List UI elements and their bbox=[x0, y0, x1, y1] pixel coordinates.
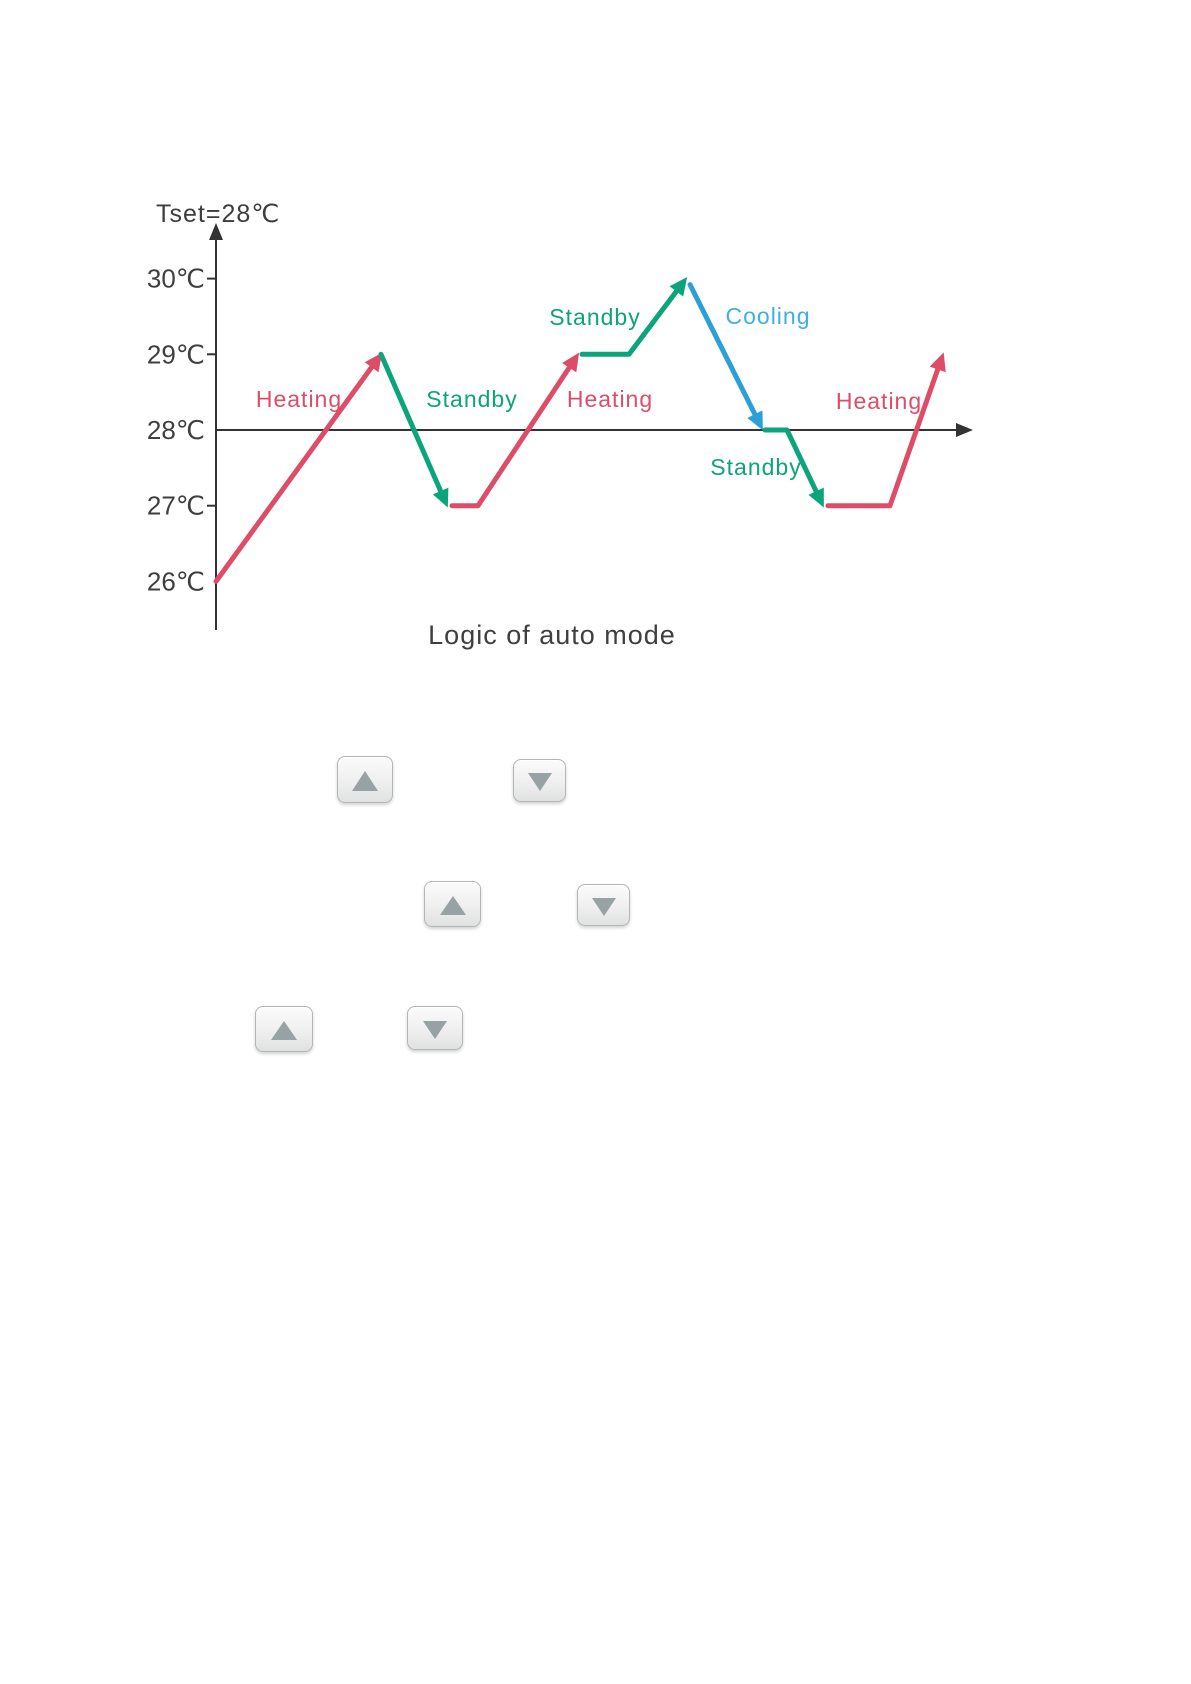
phase-segment-standby bbox=[762, 427, 822, 500]
phase-label: Heating bbox=[256, 386, 342, 412]
tset-label: Tset=28℃ bbox=[156, 200, 281, 228]
y-tick-label: 29℃ bbox=[147, 339, 205, 369]
triangle-down-icon bbox=[423, 1020, 447, 1039]
triangle-up-icon bbox=[439, 895, 466, 915]
y-tick-label: 27℃ bbox=[147, 491, 205, 521]
phase-label: Standby bbox=[549, 304, 640, 330]
phase-segment-standby bbox=[378, 351, 446, 500]
triangle-up-icon bbox=[271, 1020, 297, 1040]
phase-segment-standby bbox=[579, 284, 683, 357]
phase-segment-heating bbox=[449, 360, 575, 509]
spinner-up-button[interactable] bbox=[337, 756, 393, 803]
chart-title: Logic of auto mode bbox=[428, 620, 676, 650]
arrowhead-icon bbox=[432, 487, 449, 508]
spinner-down-button[interactable] bbox=[577, 884, 630, 926]
y-tick-label: 28℃ bbox=[147, 415, 205, 445]
arrowhead-icon bbox=[808, 487, 824, 508]
arrowhead-icon bbox=[747, 410, 763, 431]
phase-label: Heating bbox=[836, 388, 922, 414]
phase-segment-heating bbox=[825, 361, 943, 509]
spinner-up-button[interactable] bbox=[255, 1006, 313, 1052]
y-axis-arrow-icon bbox=[209, 223, 223, 240]
spinner-down-button[interactable] bbox=[513, 759, 566, 802]
phase-segment-heating bbox=[213, 359, 378, 584]
triangle-down-icon bbox=[527, 773, 552, 791]
y-tick-label: 30℃ bbox=[147, 264, 205, 294]
y-tick-label: 26℃ bbox=[147, 566, 205, 596]
phase-segment-cooling bbox=[687, 282, 761, 423]
phase-label: Heating bbox=[567, 386, 653, 412]
phase-label: Standby bbox=[710, 454, 801, 480]
phase-label: Standby bbox=[426, 386, 517, 412]
phase-label: Cooling bbox=[726, 303, 811, 329]
triangle-down-icon bbox=[591, 897, 616, 916]
triangle-up-icon bbox=[352, 770, 378, 791]
x-axis-arrow-icon bbox=[956, 423, 973, 437]
spinner-up-button[interactable] bbox=[424, 881, 481, 927]
auto-mode-chart: 30℃ 29℃ 28℃ 27℃ 26℃ Heating Standby Heating Stan… bbox=[147, 223, 973, 630]
spinner-down-button[interactable] bbox=[407, 1006, 463, 1050]
